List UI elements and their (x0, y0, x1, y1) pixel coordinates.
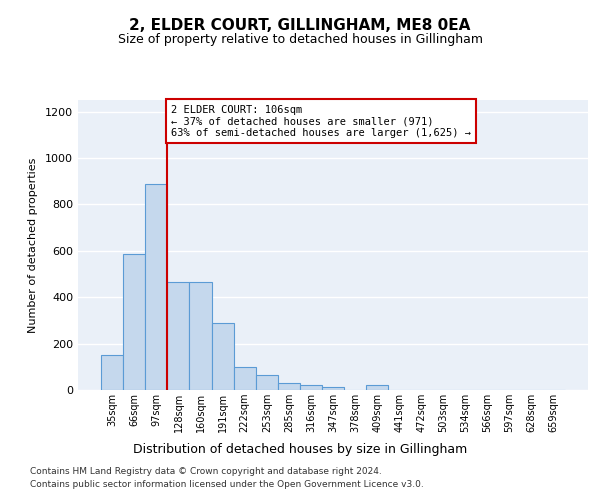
Bar (322, 386, 344, 390)
Text: Contains HM Land Registry data © Crown copyright and database right 2024.: Contains HM Land Registry data © Crown c… (30, 468, 382, 476)
Bar (190, 282, 212, 390)
Text: Size of property relative to detached houses in Gillingham: Size of property relative to detached ho… (118, 32, 482, 46)
Bar (212, 322, 233, 390)
Bar (366, 386, 388, 390)
Bar (256, 375, 278, 390)
Bar (278, 383, 300, 390)
Bar (101, 355, 123, 390)
Text: Contains public sector information licensed under the Open Government Licence v3: Contains public sector information licen… (30, 480, 424, 489)
Text: Distribution of detached houses by size in Gillingham: Distribution of detached houses by size … (133, 442, 467, 456)
Text: 2, ELDER COURT, GILLINGHAM, ME8 0EA: 2, ELDER COURT, GILLINGHAM, ME8 0EA (130, 18, 470, 32)
Bar (300, 386, 322, 390)
Bar (123, 254, 145, 390)
Bar (233, 367, 256, 390)
Y-axis label: Number of detached properties: Number of detached properties (28, 158, 38, 332)
Bar (167, 282, 190, 390)
Text: 2 ELDER COURT: 106sqm
← 37% of detached houses are smaller (971)
63% of semi-det: 2 ELDER COURT: 106sqm ← 37% of detached … (171, 104, 471, 138)
Bar (145, 184, 167, 390)
